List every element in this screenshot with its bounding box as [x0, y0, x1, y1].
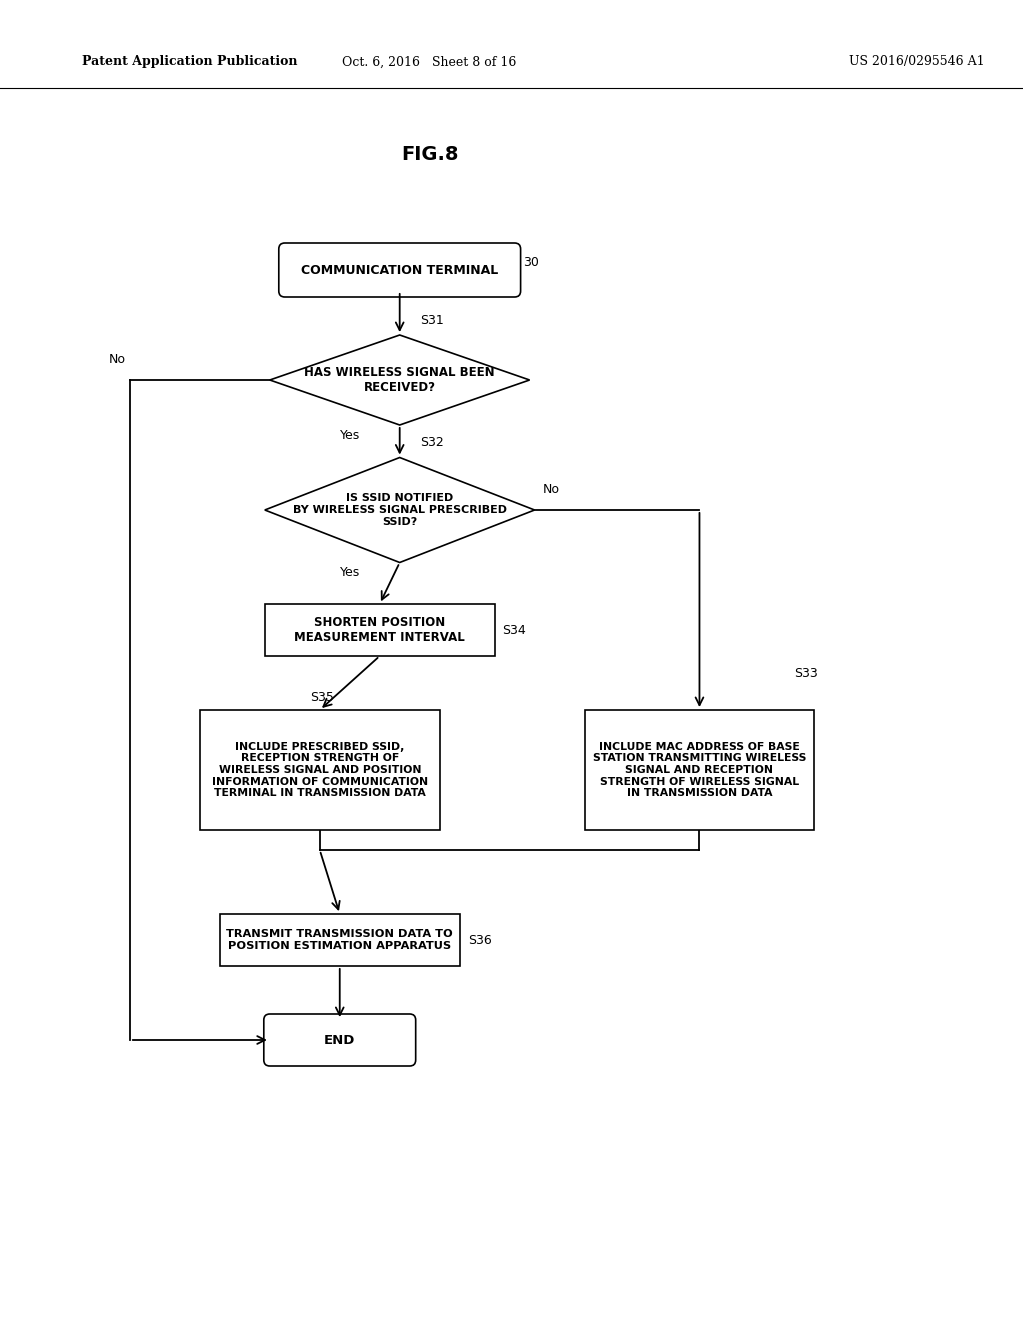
Text: S33: S33: [795, 667, 818, 680]
Text: Yes: Yes: [340, 566, 359, 579]
Text: No: No: [109, 352, 126, 366]
FancyBboxPatch shape: [279, 243, 520, 297]
Text: COMMUNICATION TERMINAL: COMMUNICATION TERMINAL: [301, 264, 499, 276]
Text: SHORTEN POSITION
MEASUREMENT INTERVAL: SHORTEN POSITION MEASUREMENT INTERVAL: [294, 616, 465, 644]
Polygon shape: [269, 335, 529, 425]
Text: Oct. 6, 2016   Sheet 8 of 16: Oct. 6, 2016 Sheet 8 of 16: [342, 55, 517, 69]
Text: IS SSID NOTIFIED
BY WIRELESS SIGNAL PRESCRIBED
SSID?: IS SSID NOTIFIED BY WIRELESS SIGNAL PRES…: [293, 494, 507, 527]
Text: END: END: [324, 1034, 355, 1047]
Text: INCLUDE PRESCRIBED SSID,
RECEPTION STRENGTH OF
WIRELESS SIGNAL AND POSITION
INFO: INCLUDE PRESCRIBED SSID, RECEPTION STREN…: [212, 742, 428, 799]
Text: 30: 30: [522, 256, 539, 268]
Text: S35: S35: [310, 690, 334, 704]
Text: S31: S31: [420, 314, 443, 327]
Text: S34: S34: [503, 623, 526, 636]
Bar: [585, 710, 814, 830]
Text: Patent Application Publication: Patent Application Publication: [82, 55, 297, 69]
Bar: [220, 913, 460, 966]
Text: INCLUDE MAC ADDRESS OF BASE
STATION TRANSMITTING WIRELESS
SIGNAL AND RECEPTION
S: INCLUDE MAC ADDRESS OF BASE STATION TRAN…: [593, 742, 806, 799]
Text: US 2016/0295546 A1: US 2016/0295546 A1: [849, 55, 985, 69]
Text: HAS WIRELESS SIGNAL BEEN
RECEIVED?: HAS WIRELESS SIGNAL BEEN RECEIVED?: [304, 366, 495, 393]
FancyBboxPatch shape: [264, 1014, 416, 1067]
Text: FIG.8: FIG.8: [401, 145, 459, 165]
Text: Yes: Yes: [340, 429, 359, 442]
Text: S36: S36: [468, 933, 492, 946]
Text: S32: S32: [420, 437, 443, 450]
Text: No: No: [543, 483, 559, 496]
Bar: [200, 710, 439, 830]
Text: TRANSMIT TRANSMISSION DATA TO
POSITION ESTIMATION APPARATUS: TRANSMIT TRANSMISSION DATA TO POSITION E…: [226, 929, 453, 950]
Polygon shape: [265, 458, 535, 562]
Bar: [265, 605, 495, 656]
